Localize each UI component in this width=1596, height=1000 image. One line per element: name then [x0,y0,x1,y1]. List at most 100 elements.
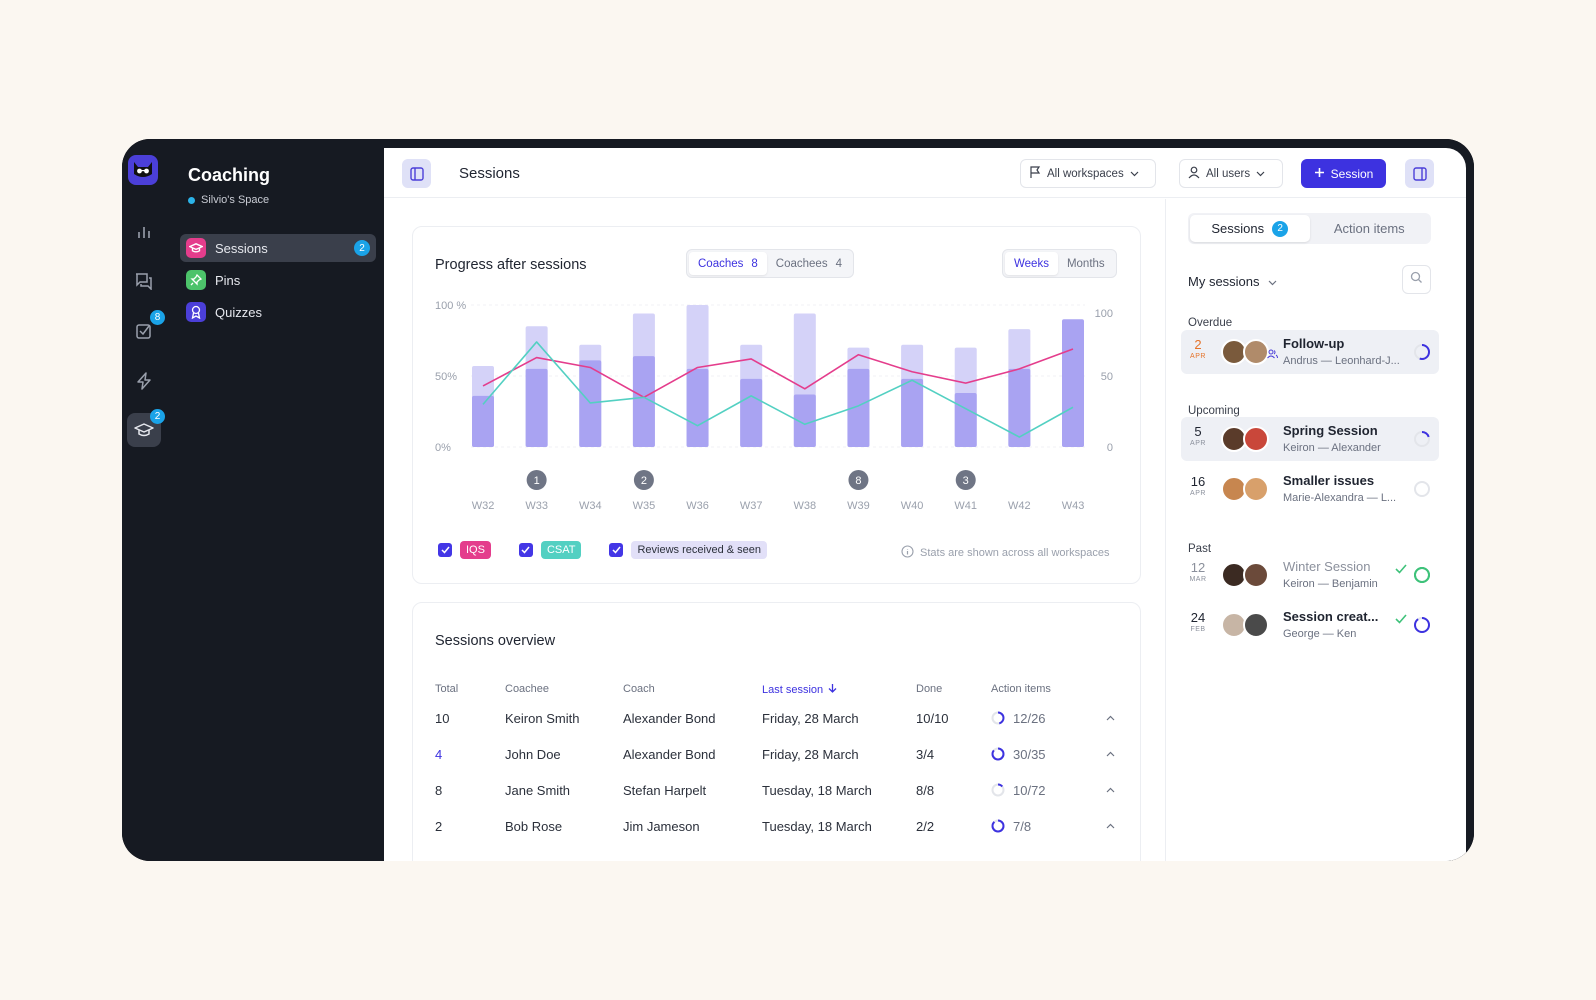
coaching-icon[interactable]: 2 [127,409,165,447]
avatar-group [1221,339,1273,365]
avatar [1221,476,1247,502]
table-cell-coach: Alexander Bond [623,747,716,762]
sidebar-toggle-button[interactable] [402,159,431,188]
bar-secondary [472,395,494,447]
session-title: Smaller issues [1283,473,1375,488]
tab-coaches[interactable]: Coaches 8 [689,252,767,275]
progress-title: Progress after sessions [435,257,587,273]
session-marker [633,470,654,490]
check-icon [1395,611,1407,629]
progress-chart: 100 % 50% 0% 100 50 0 1 2 8 3 W32 W33 W34 W35 W36 W37 W3… [435,300,1113,512]
session-month: FEB [1190,626,1206,633]
session-title: Spring Session [1283,423,1378,438]
table-cell-total: 2 [435,819,443,834]
tab-label: Action items [1333,221,1405,236]
sessions-badge: 2 [354,240,370,256]
avatar-group [1221,476,1273,502]
x-tick-label: W43 [1062,500,1085,512]
legend-csat[interactable]: CSAT [518,541,582,559]
new-session-button[interactable]: Session [1301,159,1386,188]
sidebar-item-quizzes[interactable]: Quizzes [180,298,376,326]
tab-action-items[interactable]: Action items [1310,215,1430,242]
session-item[interactable]: 24 FEB Session creat... George — Ken [1181,603,1439,647]
overview-title: Sessions overview [435,633,556,649]
app-logo[interactable] [128,155,158,185]
y2-tick-label: 50 [1101,371,1113,383]
x-tick-label: W39 [847,500,870,512]
session-date: 12 MAR [1187,560,1209,583]
avatar [1243,476,1269,502]
space-name: Silvio's Space [201,194,270,206]
checkbox-icon [609,543,624,557]
section-upcoming: Upcoming [1188,405,1240,417]
automation-icon[interactable] [127,364,161,398]
tab-sessions[interactable]: Sessions 2 [1190,215,1310,242]
table-cell-coachee: John Doe [505,747,561,762]
tab-coachees[interactable]: Coachees 4 [767,252,851,275]
bar-secondary [686,368,709,447]
session-item[interactable]: 12 MAR Winter Session Keiron — Benjamin [1181,553,1439,597]
tasks-icon[interactable]: 8 [127,310,165,348]
chevron-up-icon[interactable] [1106,745,1115,760]
sidebar-item-sessions[interactable]: Sessions 2 [180,234,376,262]
new-session-label: Session [1330,166,1374,181]
legend-label: Reviews received & seen [631,541,767,559]
space-label[interactable]: Silvio's Space [188,194,269,206]
table-row[interactable]: 4 John Doe Alexander Bond Friday, 28 March 3… [413,747,1140,782]
sidebar: Coaching Silvio's Space Sessions 2 Pins … [180,139,386,861]
table-row[interactable]: 10 Keiron Smith Alexander Bond Friday, 28 M… [413,711,1140,746]
session-item[interactable]: 2 APR Follow-up Andrus — Leonhard-J... [1181,330,1439,374]
chevron-up-icon[interactable] [1106,781,1115,796]
progress-ring-icon [1414,617,1430,633]
table-cell-coach: Alexander Bond [623,711,716,726]
session-people: Andrus — Leonhard-J... [1283,355,1400,367]
table-cell-coachee: Keiron Smith [505,711,580,726]
chat-icon[interactable] [127,264,161,298]
overview-card: Sessions overview Total Coachee Coach La… [412,602,1141,861]
session-item[interactable]: 5 APR Spring Session Keiron — Alexander [1181,417,1439,461]
x-tick-label: W35 [633,500,656,512]
session-marker-label: 1 [534,475,540,487]
tab-months[interactable]: Months [1066,257,1105,270]
table-row[interactable]: 2 Bob Rose Jim Jameson Tuesday, 18 March 2/2… [413,819,1140,854]
progress-ring-icon [991,747,1005,761]
session-marker [526,470,547,490]
session-marker [955,470,976,490]
x-tick-label: W42 [1008,500,1031,512]
flag-icon [1029,165,1041,182]
avatar [1243,339,1269,365]
workspace-select[interactable]: All workspaces [1020,159,1156,188]
content-area: Progress after sessions Coaches 8 Coachee… [384,199,1164,861]
progress-card: Progress after sessions Coaches 8 Coachee… [412,226,1141,584]
session-item[interactable]: 16 APR Smaller issues Marie-Alexandra — L..… [1181,467,1439,511]
x-tick-label: W36 [686,500,709,512]
x-tick-label: W37 [740,500,763,512]
legend-reviews[interactable]: Reviews received & seen [609,541,767,559]
search-button[interactable] [1402,265,1431,294]
table-row[interactable]: 8 Jane Smith Stefan Harpelt Tuesday, 18 Mar… [413,783,1140,818]
chevron-up-icon[interactable] [1106,709,1115,724]
column-header: Coachee [505,683,550,695]
session-date: 2 APR [1187,337,1209,360]
tab-weeks[interactable]: Weeks [1005,252,1058,275]
pin-icon [186,270,206,290]
search-icon [1410,271,1423,289]
right-panel-toggle-button[interactable] [1405,159,1434,188]
chevron-up-icon[interactable] [1106,817,1115,832]
checkbox-icon [518,543,533,557]
legend-iqs[interactable]: IQS [438,541,491,559]
sidebar-item-pins[interactable]: Pins [180,266,376,294]
checkbox-icon [438,543,452,557]
topbar: Sessions All workspaces All users Sessio… [384,148,1466,198]
column-header-sorted[interactable]: Last session [762,683,837,696]
my-sessions-dropdown[interactable]: My sessions [1188,274,1277,289]
sidebar-item-label: Quizzes [215,304,262,320]
session-day: 16 [1190,474,1206,489]
x-tick-label: W33 [525,500,548,512]
right-panel: Sessions 2 Action items My sessions Over… [1165,199,1466,861]
icon-rail: 8 2 [122,139,170,861]
progress-ring-icon [1414,481,1430,497]
users-select[interactable]: All users [1179,159,1283,188]
user-icon [1188,166,1200,182]
analytics-icon[interactable] [127,215,161,249]
